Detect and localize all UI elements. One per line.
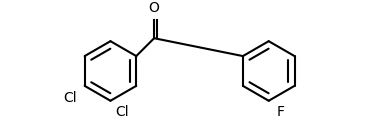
Text: F: F	[276, 105, 284, 119]
Text: Cl: Cl	[64, 91, 77, 104]
Text: O: O	[149, 1, 160, 15]
Text: Cl: Cl	[115, 105, 129, 119]
